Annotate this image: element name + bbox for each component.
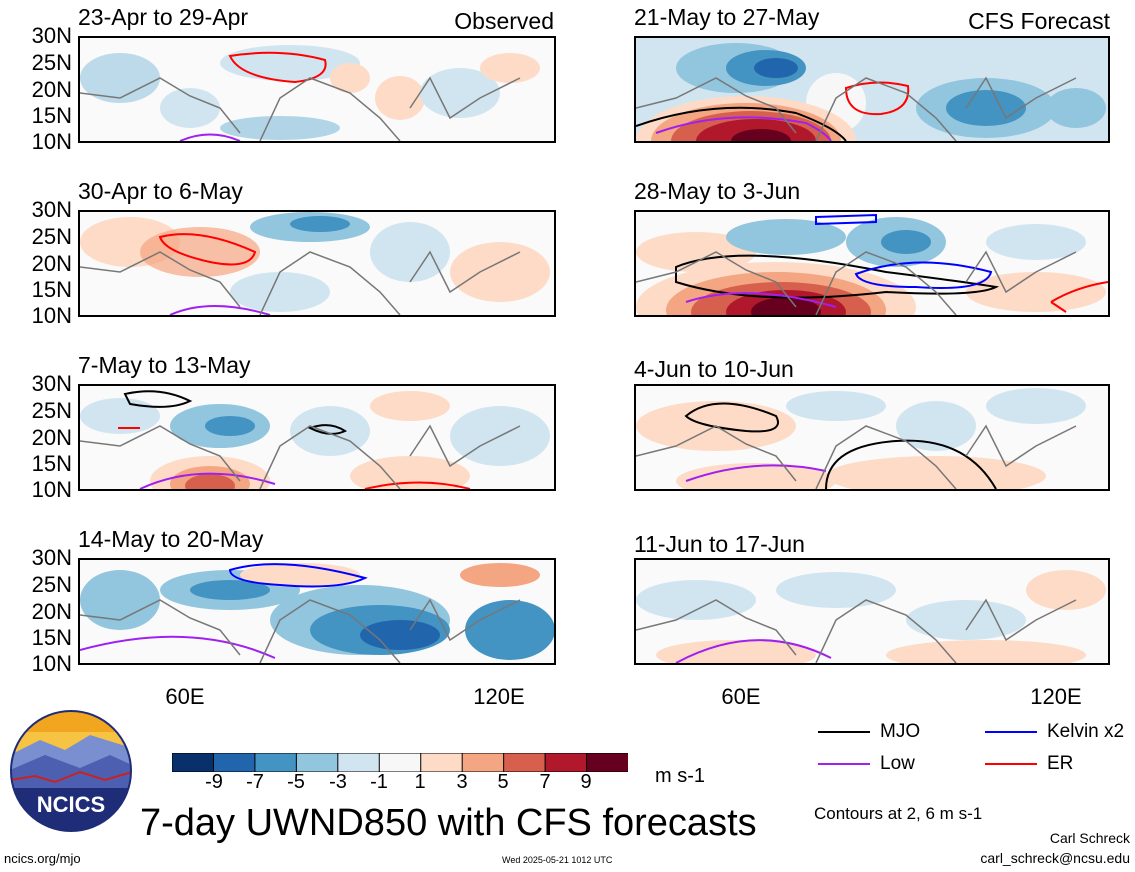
lat-label: 15N — [31, 625, 72, 650]
map-panel-7 — [78, 558, 556, 665]
legend-label: Kelvin x2 — [1047, 721, 1125, 742]
colorbar-swatch — [212, 752, 256, 773]
author: Carl Schreck — [1049, 830, 1130, 846]
lat-label: 15N — [31, 103, 72, 128]
colorbar-label: -9 — [205, 771, 223, 793]
map-panel-6 — [634, 384, 1110, 491]
legend-line — [818, 731, 870, 733]
panel-5-title: 7-May to 13-May — [78, 352, 251, 378]
map-panel-8 — [634, 558, 1110, 665]
map-panel-3 — [78, 210, 556, 317]
logo-text: NCICS — [37, 792, 105, 817]
lat-label: 20N — [31, 425, 72, 450]
legend-label: Low — [880, 753, 915, 774]
legend-label: ER — [1047, 753, 1074, 774]
colorbar-swatch — [544, 752, 588, 773]
lat-label: 25N — [31, 398, 72, 423]
colorbar-swatch — [171, 752, 215, 773]
colorbar-label: -7 — [246, 771, 264, 793]
colorbar-label: -3 — [329, 771, 347, 793]
colorbar-label: 5 — [497, 771, 509, 793]
map-panel-5 — [78, 384, 556, 491]
colorbar-label: 9 — [580, 771, 592, 793]
colorbar-label: -5 — [287, 771, 305, 793]
map-panel-2 — [634, 36, 1110, 143]
colorbar-swatch — [378, 752, 422, 773]
colorbar — [171, 752, 629, 773]
lat-label: 10N — [31, 129, 72, 154]
timestamp: Wed 2025-05-21 1012 UTC — [502, 855, 613, 865]
lat-label: 15N — [31, 277, 72, 302]
lat-label: 10N — [31, 303, 72, 328]
colorbar-swatch — [295, 752, 339, 773]
colorbar-label: 3 — [456, 771, 468, 793]
lat-label: 10N — [31, 651, 72, 676]
lat-label: 10N — [31, 477, 72, 502]
contours-note: Contours at 2, 6 m s-1 — [814, 804, 983, 823]
legend-line — [818, 763, 870, 765]
lat-label: 25N — [31, 224, 72, 249]
panel-2-tag: CFS Forecast — [968, 8, 1110, 34]
lon-label-right-60e: 60E — [721, 684, 761, 709]
panel-6-title: 4-Jun to 10-Jun — [634, 356, 794, 382]
lat-label: 15N — [31, 451, 72, 476]
lon-label-left-120e: 120E — [473, 684, 525, 709]
main-title: 7-day UWND850 with CFS forecasts — [140, 802, 757, 844]
panel-4-title: 28-May to 3-Jun — [634, 178, 801, 204]
colorbar-swatch — [420, 752, 464, 773]
lat-label: 30N — [31, 197, 72, 222]
colorbar-label: 7 — [539, 771, 551, 793]
lat-label: 25N — [31, 572, 72, 597]
author-email[interactable]: carl_schreck@ncsu.edu — [980, 850, 1130, 866]
colorbar-swatch — [337, 752, 381, 773]
legend-line — [985, 763, 1037, 765]
lat-label: 20N — [31, 599, 72, 624]
colorbar-swatch — [503, 752, 547, 773]
colorbar-label: 1 — [414, 771, 426, 793]
lat-label: 30N — [31, 371, 72, 396]
colorbar-swatch — [586, 752, 629, 773]
lon-label-left-60e: 60E — [165, 684, 205, 709]
legend-label: MJO — [880, 721, 921, 742]
colorbar-units: m s-1 — [655, 765, 705, 787]
panel-8-title: 11-Jun to 17-Jun — [634, 531, 805, 557]
colorbar-swatch — [254, 752, 298, 773]
ncics-logo: NCICS — [10, 710, 132, 832]
panel-1-title: 23-Apr to 29-Apr — [78, 4, 249, 30]
lat-label: 20N — [31, 77, 72, 102]
panel-3-title: 30-Apr to 6-May — [78, 178, 243, 204]
lat-label: 25N — [31, 50, 72, 75]
colorbar-swatch — [461, 752, 505, 773]
map-panel-4 — [634, 210, 1110, 317]
site-link[interactable]: ncics.org/mjo — [4, 851, 81, 866]
colorbar-swatches — [171, 752, 629, 773]
panel-2-title: 21-May to 27-May — [634, 4, 820, 30]
panel-1-tag: Observed — [454, 8, 554, 34]
legend-line — [985, 731, 1037, 733]
panel-7-title: 14-May to 20-May — [78, 526, 264, 552]
lon-label-right-120e: 120E — [1030, 684, 1082, 709]
lat-label: 20N — [31, 251, 72, 276]
colorbar-label: -1 — [370, 771, 388, 793]
lat-label: 30N — [31, 23, 72, 48]
map-panel-1 — [78, 36, 556, 143]
lat-label: 30N — [31, 545, 72, 570]
